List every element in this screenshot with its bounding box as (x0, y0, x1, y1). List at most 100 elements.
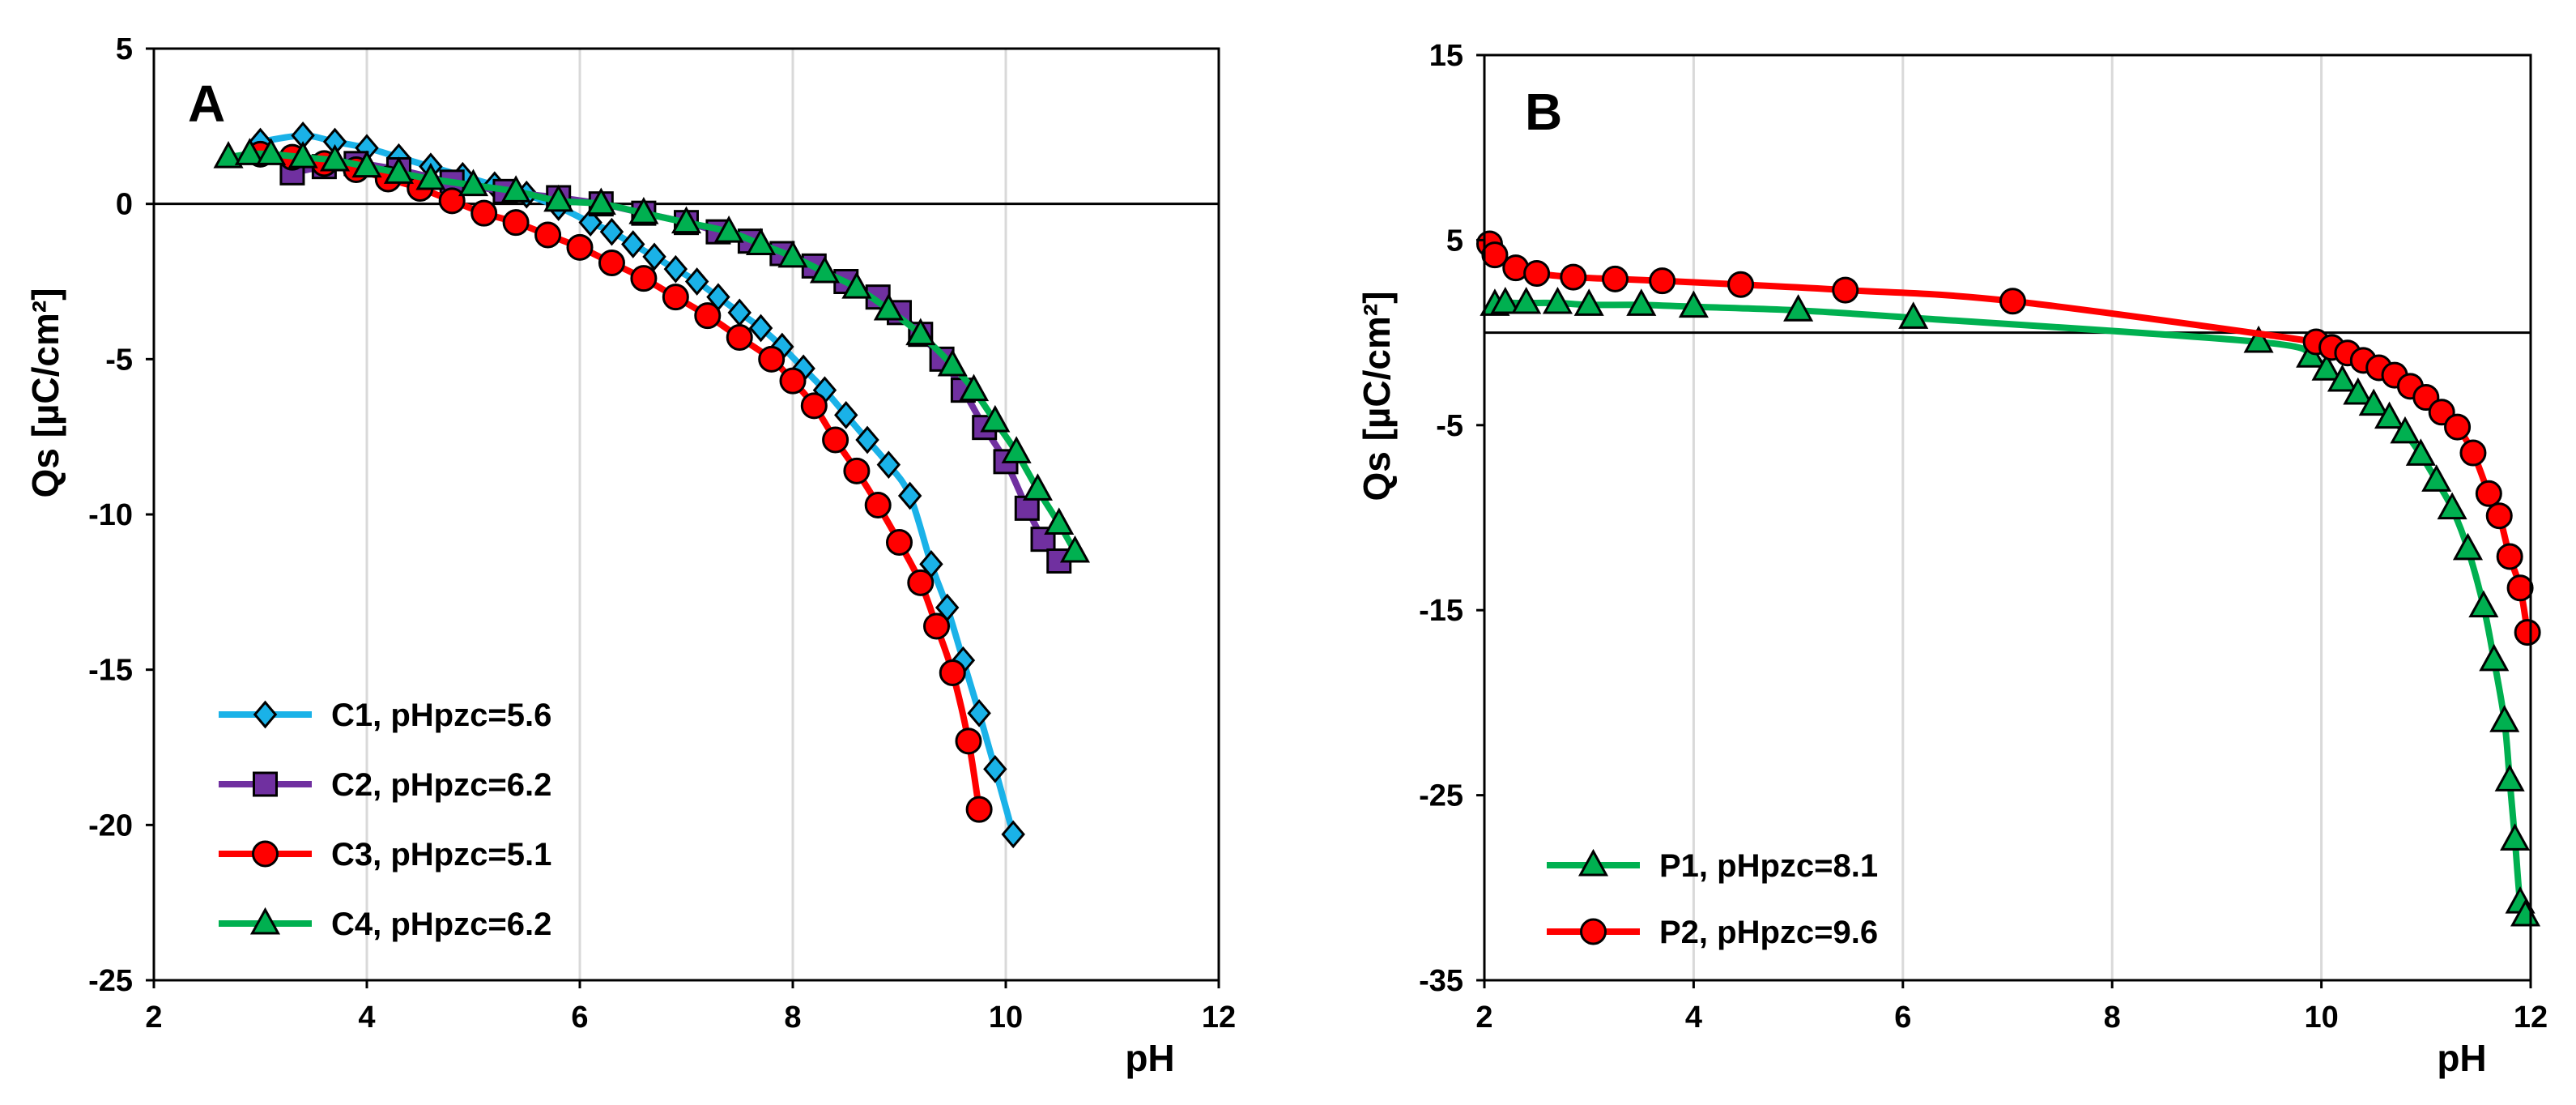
legend-item: P1, pHpzc=8.1 (1547, 848, 1878, 884)
x-tick-label: 10 (989, 1000, 1023, 1035)
data-point (694, 302, 722, 330)
data-point (939, 659, 966, 686)
y-tick-label: -15 (88, 654, 133, 688)
data-point (1678, 290, 1709, 318)
data-point (1999, 288, 2026, 315)
data-point (2243, 325, 2274, 353)
data-point (1602, 265, 1629, 292)
legend-marker (252, 840, 279, 868)
data-point (855, 425, 879, 454)
data-point (2452, 532, 2484, 561)
data-point (2510, 898, 2541, 927)
data-point (1783, 294, 1814, 322)
y-axis-title: Qs [µC/cm²] (1356, 291, 1398, 501)
data-point (1059, 535, 1091, 563)
data-point (897, 481, 922, 510)
legend-marker (249, 907, 281, 935)
x-tick-label: 2 (145, 1000, 162, 1035)
data-point (566, 233, 594, 261)
data-point (621, 230, 645, 258)
x-tick-label: 2 (1475, 1000, 1492, 1035)
legend-marker (253, 700, 278, 729)
data-point (585, 187, 616, 215)
data-point (2327, 364, 2357, 392)
data-point (905, 318, 936, 346)
y-tick-label: 15 (1429, 39, 1463, 73)
data-point (809, 255, 840, 284)
data-point (642, 242, 666, 271)
data-point (671, 206, 702, 234)
data-point (2494, 764, 2525, 791)
data-point (628, 197, 659, 224)
data-point (1044, 507, 1075, 535)
data-point (713, 215, 744, 243)
data-point (1523, 260, 1551, 288)
legend-item: C1, pHpzc=5.6 (219, 698, 551, 733)
data-point (937, 348, 968, 377)
x-tick-label: 8 (2104, 1000, 2121, 1035)
data-point (2475, 480, 2502, 507)
data-point (886, 529, 913, 556)
x-tick-label: 4 (358, 1000, 375, 1035)
data-point (923, 612, 951, 640)
series-1 (1480, 286, 2541, 927)
legend-label: C4, pHpzc=6.2 (331, 907, 551, 942)
panel-label: A (188, 75, 225, 133)
legend-marker (1578, 848, 1609, 877)
legend-marker (1580, 918, 1607, 945)
data-point (2421, 464, 2452, 492)
data-point (834, 401, 858, 429)
legend-label: C3, pHpzc=5.1 (331, 837, 551, 872)
data-point (822, 426, 849, 454)
legend-marker (253, 771, 278, 797)
data-point (320, 143, 351, 172)
data-point (1001, 436, 1032, 463)
data-point (383, 156, 414, 184)
data-point (1832, 276, 1859, 304)
x-tick-label: 4 (1685, 1000, 1702, 1035)
y-tick-label: -20 (88, 808, 133, 843)
data-point (2444, 413, 2472, 441)
data-point (1022, 473, 1053, 501)
data-point (1649, 267, 1676, 295)
data-point (1490, 286, 1521, 314)
data-point (959, 373, 990, 402)
legend-label: C2, pHpzc=6.2 (331, 767, 551, 803)
plot-frame (1483, 53, 2532, 982)
data-point (2479, 643, 2510, 672)
data-point (2514, 619, 2541, 646)
data-point (2358, 388, 2389, 416)
y-tick-label: 5 (1446, 224, 1463, 258)
y-tick-label: -10 (88, 498, 133, 532)
data-point (843, 457, 871, 484)
data-point (1481, 241, 1509, 269)
legend-item: C4, pHpzc=6.2 (219, 907, 551, 942)
legend-item: C3, pHpzc=5.1 (219, 837, 551, 872)
chart-panel-a: 2 4 6 8 10 12 5 0 -5 -10 -15 -20 -25 pH Qs [µC/cm²] A C1… (24, 32, 1236, 1079)
legend-item: P2, pHpzc=9.6 (1547, 915, 1878, 950)
x-tick-label: 6 (1894, 1000, 1911, 1035)
y-tick-label: 0 (116, 188, 133, 222)
x-axis-title: pH (1125, 1037, 1174, 1079)
x-tick-label: 6 (571, 1000, 588, 1035)
data-point (470, 199, 498, 227)
data-point (2496, 543, 2523, 570)
legend-label: C1, pHpzc=5.6 (331, 698, 551, 733)
legend-label: P1, pHpzc=8.1 (1659, 848, 1878, 884)
data-point (2374, 401, 2405, 429)
data-point (777, 240, 808, 268)
data-point (458, 169, 489, 197)
y-tick-label: -15 (1419, 594, 1463, 628)
legend-item: C2, pHpzc=6.2 (219, 767, 551, 803)
data-point (630, 265, 658, 292)
series-line (228, 150, 1078, 553)
data-point (1542, 286, 1573, 314)
y-tick-label: -25 (88, 964, 133, 998)
chart-panel-b: 2 4 6 8 10 12 15 5 -5 -15 -25 -35 pH Qs [µC/cm²] B P1, … (1356, 39, 2548, 1079)
data-point (287, 141, 318, 169)
data-point (983, 755, 1007, 783)
data-point (1001, 820, 1025, 849)
series-4 (213, 138, 1091, 563)
data-point (965, 796, 993, 823)
